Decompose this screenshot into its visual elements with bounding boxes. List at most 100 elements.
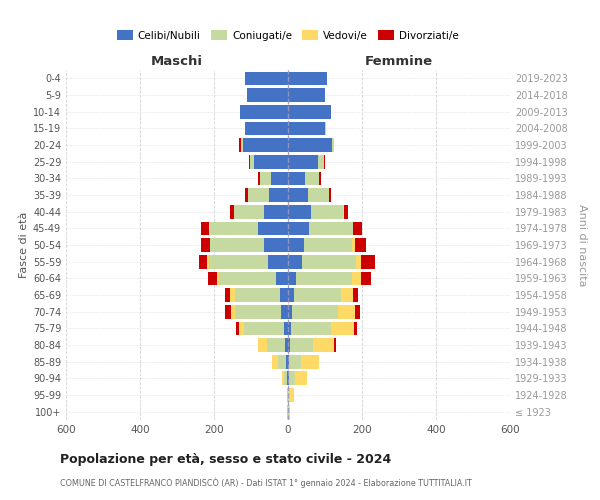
Bar (266, 338, 285, 352)
Text: COMUNE DI CASTELFRANCO PIANDISCÒ (AR) - Dati ISTAT 1° gennaio 2024 - Elaborazion: COMUNE DI CASTELFRANCO PIANDISCÒ (AR) - … (60, 478, 472, 488)
Bar (324, 155, 325, 168)
Bar (230, 205, 233, 218)
Bar (247, 88, 288, 102)
Bar (208, 272, 217, 285)
Bar (288, 88, 325, 102)
Bar (338, 305, 355, 318)
Bar (288, 372, 289, 385)
Bar (356, 255, 361, 268)
Bar (248, 188, 269, 202)
Bar (278, 355, 286, 368)
Bar (313, 338, 334, 352)
Bar (271, 172, 288, 185)
Bar (243, 138, 288, 152)
Bar (286, 355, 288, 368)
Bar (233, 205, 264, 218)
Text: Femmine: Femmine (365, 56, 433, 68)
Bar (240, 105, 288, 118)
Bar (308, 188, 329, 202)
Bar (288, 205, 311, 218)
Bar (202, 238, 209, 252)
Bar (280, 288, 288, 302)
Bar (288, 338, 290, 352)
Bar (269, 188, 288, 202)
Bar (245, 122, 288, 135)
Bar (289, 355, 301, 368)
Bar (281, 305, 288, 318)
Bar (332, 138, 334, 152)
Bar (272, 355, 278, 368)
Bar (235, 288, 280, 302)
Bar (352, 272, 361, 285)
Bar (304, 238, 352, 252)
Y-axis label: Fasce di età: Fasce di età (19, 212, 29, 278)
Bar (311, 205, 343, 218)
Bar (276, 272, 288, 285)
Text: Popolazione per età, sesso e stato civile - 2024: Popolazione per età, sesso e stato civil… (60, 452, 391, 466)
Bar (200, 222, 209, 235)
Bar (239, 322, 244, 335)
Bar (260, 172, 271, 185)
Bar (289, 405, 290, 418)
Bar (361, 272, 371, 285)
Bar (259, 338, 266, 352)
Bar (288, 122, 325, 135)
Bar (285, 338, 288, 352)
Bar (302, 255, 356, 268)
Bar (309, 222, 353, 235)
Bar (344, 205, 349, 218)
Bar (288, 355, 289, 368)
Bar (288, 188, 308, 202)
Y-axis label: Anni di nascita: Anni di nascita (577, 204, 587, 286)
Bar (245, 188, 248, 202)
Bar (257, 172, 260, 185)
Bar (341, 288, 353, 302)
Bar (353, 288, 358, 302)
Legend: Celibi/Nubili, Coniugati/e, Vedovi/e, Divorziati/e: Celibi/Nubili, Coniugati/e, Vedovi/e, Di… (113, 26, 463, 45)
Bar (355, 305, 360, 318)
Bar (235, 305, 281, 318)
Bar (236, 322, 239, 335)
Bar (288, 155, 319, 168)
Bar (292, 305, 338, 318)
Bar (284, 372, 287, 385)
Bar (288, 322, 292, 335)
Bar (296, 272, 352, 285)
Bar (257, 338, 259, 352)
Bar (244, 322, 284, 335)
Bar (249, 155, 250, 168)
Bar (219, 272, 276, 285)
Bar (361, 255, 375, 268)
Bar (288, 105, 331, 118)
Bar (353, 222, 362, 235)
Bar (343, 205, 344, 218)
Bar (288, 272, 296, 285)
Bar (264, 205, 288, 218)
Bar (259, 222, 288, 235)
Bar (210, 238, 264, 252)
Bar (325, 122, 326, 135)
Bar (288, 255, 302, 268)
Bar (288, 138, 332, 152)
Bar (230, 288, 235, 302)
Bar (230, 305, 235, 318)
Bar (334, 338, 336, 352)
Bar (319, 172, 321, 185)
Bar (207, 255, 209, 268)
Bar (225, 288, 230, 302)
Bar (209, 238, 210, 252)
Bar (239, 138, 241, 152)
Bar (301, 355, 319, 368)
Bar (288, 72, 327, 85)
Bar (250, 155, 254, 168)
Bar (241, 138, 243, 152)
Text: Maschi: Maschi (151, 56, 203, 68)
Bar (294, 288, 341, 302)
Bar (352, 238, 355, 252)
Bar (217, 272, 219, 285)
Bar (354, 322, 357, 335)
Bar (319, 155, 324, 168)
Bar (331, 322, 354, 335)
Bar (292, 322, 331, 335)
Bar (199, 255, 207, 268)
